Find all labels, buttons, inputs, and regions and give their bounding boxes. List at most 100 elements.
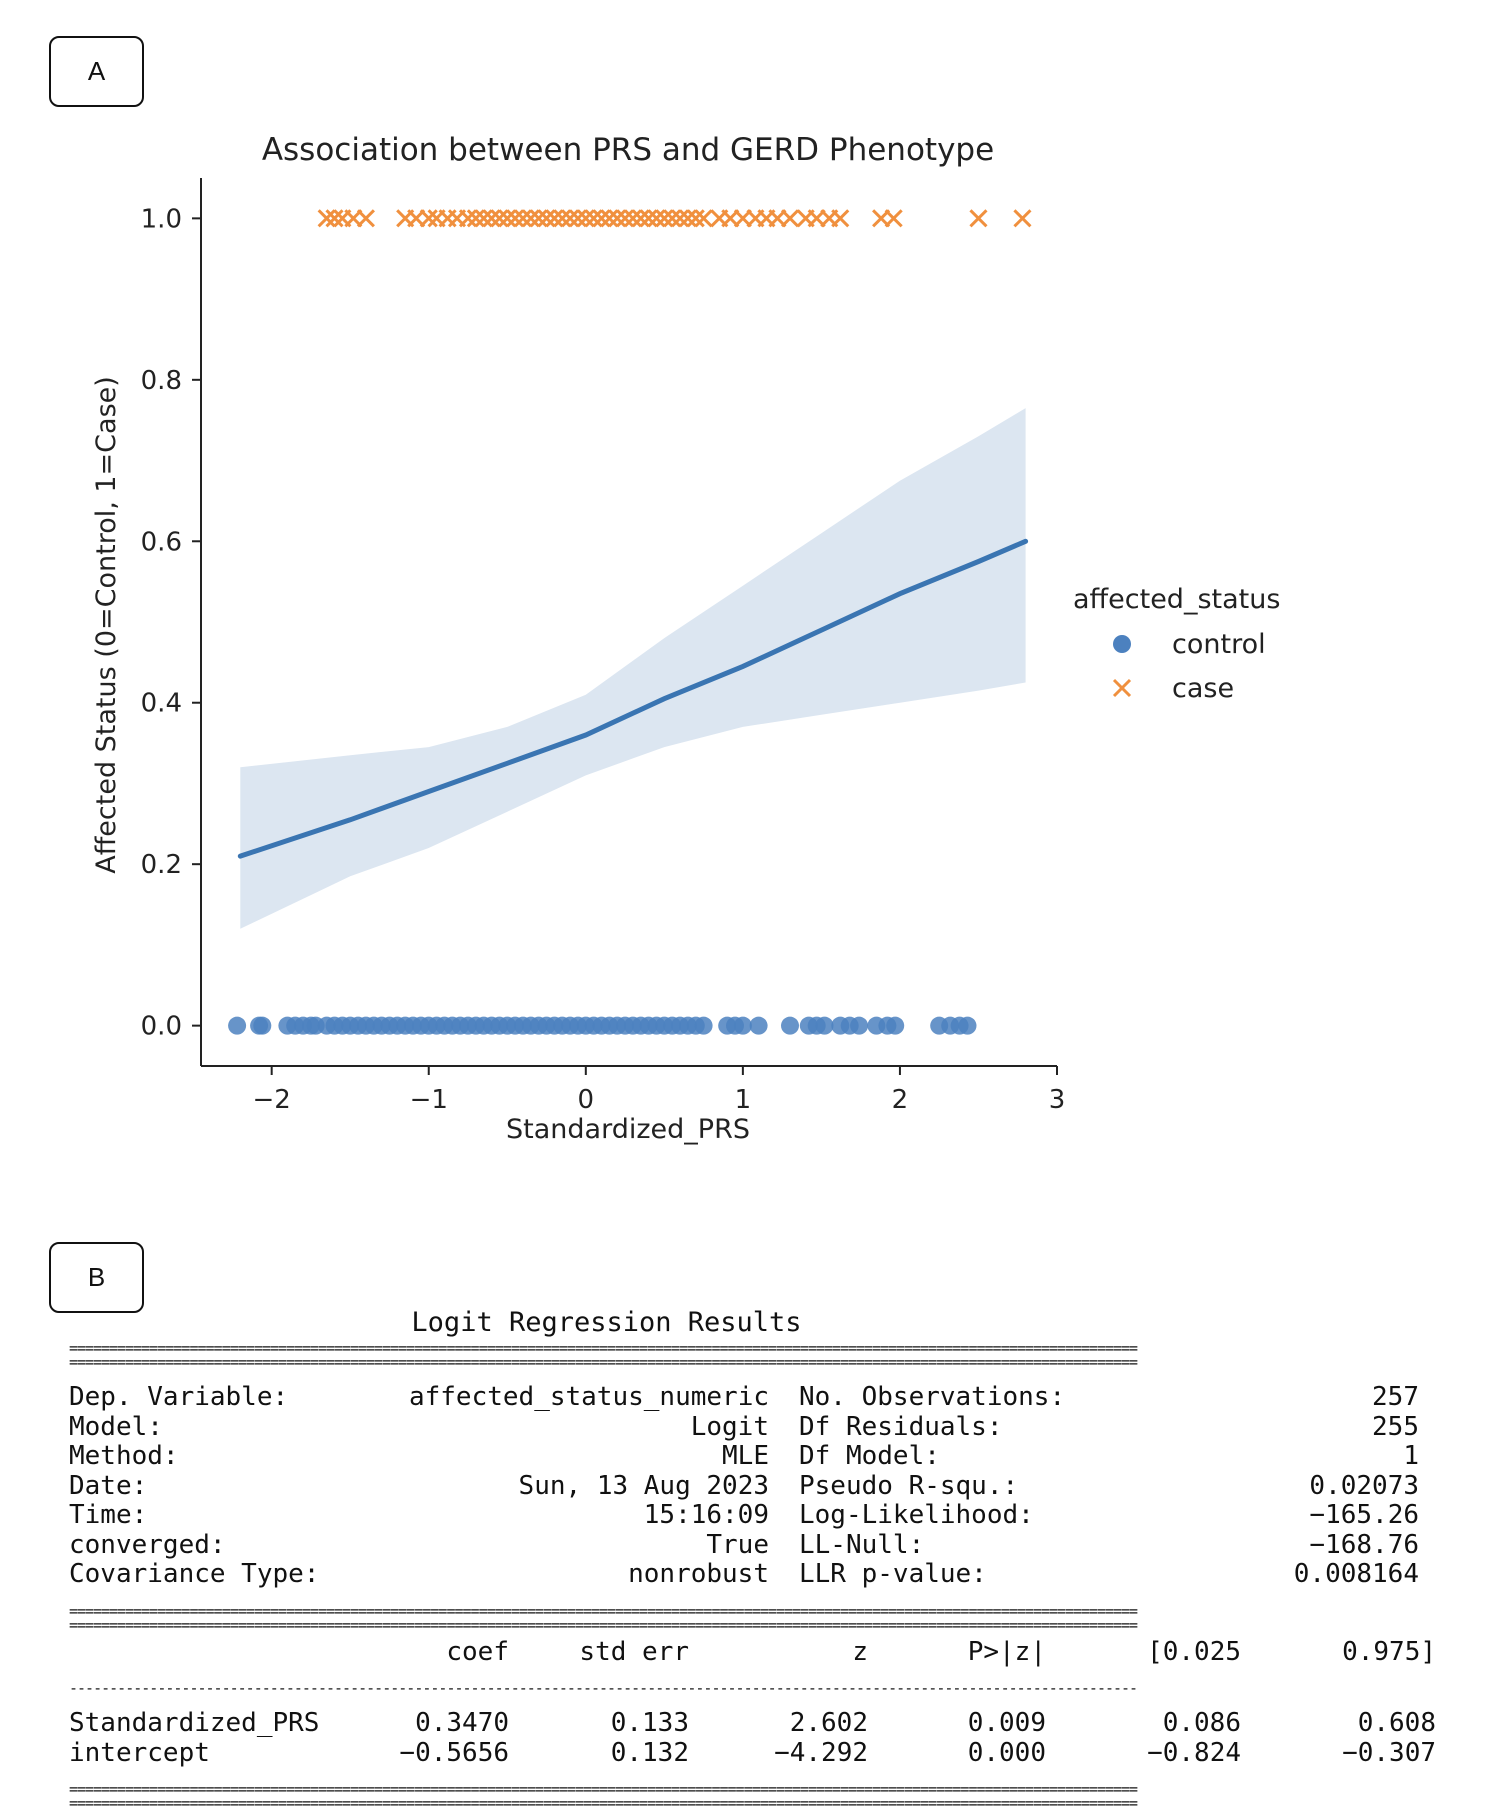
case-point [419,209,438,228]
control-point [781,1016,799,1035]
case-point [670,209,690,228]
case-point [584,209,603,228]
summary-value: 0.008164 [1293,1559,1419,1589]
summary-row: converged: True LL-Null: −168.76 [69,1529,1444,1561]
case-point [521,209,540,228]
legend-label-control: control [1172,629,1266,660]
control-point [749,1016,768,1035]
control-point [850,1016,869,1035]
y-tick-label: 0.0 [141,1012,182,1042]
summary-row: Time: 15:16:09 Log-Likelihood: −165.26 [69,1500,1444,1531]
summary-value: −168.76 [1309,1529,1419,1560]
summary-label: Method: [69,1441,179,1471]
case-point [537,209,556,228]
case-point [780,209,800,228]
summary-value: nonrobust [628,1559,769,1589]
case-point [639,209,658,228]
summary-value: 257 [1372,1382,1419,1412]
case-point [325,209,344,228]
axes [200,178,1057,1067]
summary-value: Logit [690,1411,769,1442]
summary-label: No. Observations: [799,1382,1066,1412]
summary-label: Pseudo R-squ.: [799,1470,1019,1501]
control-point [958,1016,977,1035]
x-ticks: −2 −1 0 1 2 3 [253,1066,1066,1115]
control-point [253,1016,272,1035]
table-rule-double: ========================================… [69,1796,1138,1810]
case-point [545,209,564,228]
summary-label: Covariance Type: [69,1559,320,1589]
case-point [592,209,611,228]
x-tick-label: 0 [578,1085,595,1115]
confidence-band [240,408,1026,929]
coef-cell: 0.086 [1162,1708,1241,1738]
table-rule-double: ========================================… [69,1603,1138,1618]
summary-value: 255 [1372,1411,1419,1442]
case-point [458,209,478,228]
panel-label-a: A [49,36,144,107]
summary-label: LLR p-value: [799,1559,987,1589]
summary-label: Df Residuals: [799,1411,1003,1442]
summary-value: 15:16:09 [643,1500,769,1530]
control-point [733,1016,752,1035]
coef-cell: −0.824 [1147,1737,1241,1768]
y-tick-label: 0.6 [141,527,182,557]
panel-label-b: B [49,1242,144,1313]
case-point [498,209,517,228]
column-header: P>|z| [967,1636,1046,1667]
summary-label: Date: [69,1470,148,1501]
column-header: 0.975] [1342,1636,1436,1667]
case-point [655,209,674,228]
summary-value: −165.26 [1309,1500,1419,1530]
coef-cell: −0.5656 [399,1737,509,1768]
x-axis-label: Standardized_PRS [506,1114,750,1145]
fit-curve [237,538,1029,859]
coef-body: Standardized_PRS 0.3470 0.133 2.602 0.009 0.0… [69,1708,1444,1769]
x-tick-label: −2 [253,1085,291,1115]
coef-cell: 2.602 [789,1708,868,1738]
summary-block: Dep. Variable: affected_status_numeric No.… [69,1382,1444,1590]
table-rule-double: ========================================… [69,1782,1138,1796]
x-tick-label: 1 [735,1085,752,1115]
row-name: intercept [69,1737,210,1768]
case-point [694,209,713,228]
coef-cell: 0.000 [967,1737,1046,1768]
y-ticks: 0.0 0.2 0.4 0.6 0.8 1.0 [141,204,201,1042]
y-axis-label: Affected Status (0=Control, 1=Case) [91,376,122,874]
coef-cell: 0.133 [610,1708,689,1738]
summary-label: Log-Likelihood: [799,1500,1034,1530]
case-point [474,209,493,228]
confidence-band-area [240,408,1026,929]
case-point [608,209,627,228]
coef-row: intercept −0.5656 0.132 −4.292 0.000 −0.824 −0… [69,1737,1444,1769]
legend-control-marker [1113,635,1131,653]
column-header: std err [579,1636,689,1667]
legend-title: affected_status [1073,584,1280,615]
case-point [678,209,697,228]
fit-line [237,538,1029,859]
case-point [1013,209,1032,228]
row-name: Standardized_PRS [69,1708,320,1738]
coef-cell: 0.3470 [415,1708,509,1738]
summary-value: MLE [722,1441,769,1471]
x-tick-label: 3 [1049,1085,1066,1115]
y-tick-label: 0.4 [141,689,182,719]
legend-case-marker [1112,678,1132,698]
chart-title: Association between PRS and GERD Phenoty… [262,132,994,168]
case-point [317,209,336,228]
control-point [815,1016,834,1035]
summary-row: Covariance Type: nonrobust LLR p-value: 0.0… [69,1559,1444,1590]
x-tick-label: −1 [410,1085,448,1115]
table-rule-single: ----------------------------------------… [69,1681,1138,1695]
summary-value: 0.02073 [1309,1470,1419,1501]
coef-row: Standardized_PRS 0.3470 0.133 2.602 0.009 0.0… [69,1708,1444,1739]
legend-label-case: case [1172,673,1234,704]
control-point [694,1016,713,1035]
column-header: [0.025 [1147,1636,1241,1667]
summary-row: Date: Sun, 13 Aug 2023 Pseudo R-squ.: 0.020… [69,1470,1444,1502]
case-point [616,209,635,228]
case-point [553,209,572,228]
case-point [506,209,525,228]
summary-value: affected_status_numeric [408,1382,769,1412]
legend: affected_status control case [1073,584,1280,704]
